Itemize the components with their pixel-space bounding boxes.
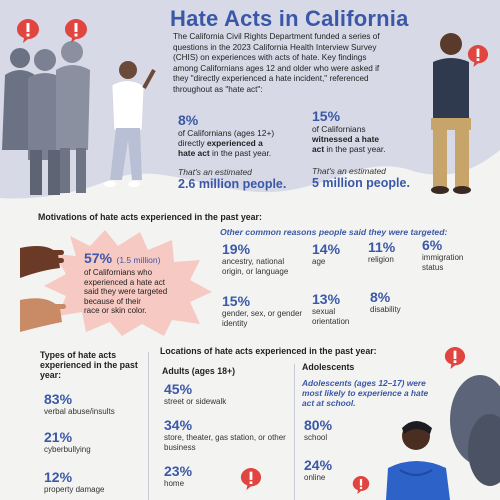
- location-item: 80% school: [304, 418, 332, 443]
- stat-line: in the past year.: [209, 148, 272, 158]
- crowd-illustration: [2, 41, 156, 195]
- alert-bubble-icon: [17, 19, 39, 43]
- types-title: Types of hate acts experienced in the pa…: [40, 350, 138, 380]
- estimate-value: 2.6 million people.: [178, 177, 287, 191]
- estimate-label: That's an estimated: [178, 167, 252, 177]
- reason-item: 19% ancestry, national origin, or langua…: [222, 242, 308, 276]
- location-item: 34% store, theater, gas station, or othe…: [164, 418, 294, 452]
- reason-pct: 8%: [370, 289, 391, 305]
- stat-line-bold: experienced a: [206, 138, 263, 148]
- reason-label: immigration status: [422, 253, 464, 272]
- race-stat-text: of Californians who experienced a hate a…: [84, 268, 204, 316]
- stat-line-bold: act: [312, 144, 325, 154]
- estimate-label: That's an estimated: [312, 166, 386, 176]
- reason-label: sexual orientation: [312, 307, 350, 326]
- type-item: 12% property damage: [44, 470, 104, 495]
- type-label: property damage: [44, 485, 105, 494]
- reason-pct: 13%: [312, 291, 341, 307]
- column-divider: [294, 364, 295, 500]
- stat-experienced: 8% of Californians (ages 12+) directly e…: [178, 112, 298, 191]
- location-item: 23% home: [164, 464, 294, 489]
- stat-line: in the past year.: [324, 144, 386, 154]
- reason-item: 8% disability: [370, 290, 426, 315]
- location-label: online: [304, 473, 326, 482]
- reason-label: ancestry, national origin, or language: [222, 257, 289, 276]
- type-item: 21% cyberbullying: [44, 430, 91, 455]
- alert-bubble-icon: [467, 45, 489, 67]
- reason-item: 14% age: [312, 242, 364, 267]
- text-line: experienced a hate act: [84, 277, 165, 287]
- intro-paragraph: The California Civil Rights Department f…: [173, 32, 380, 94]
- stat-text: of Californians witnessed a hate act in …: [312, 124, 432, 154]
- type-item: 83% verbal abuse/insults: [44, 392, 115, 417]
- reason-item: 11% religion: [368, 240, 420, 265]
- reason-pct: 14%: [312, 241, 341, 257]
- race-stat-pct: 57%: [84, 250, 113, 266]
- location-pct: 34%: [164, 417, 193, 433]
- adults-title: Adults (ages 18+): [162, 366, 236, 376]
- other-reasons-title: Other common reasons people said they we…: [220, 227, 448, 237]
- type-pct: 21%: [44, 429, 73, 445]
- reason-pct: 11%: [368, 239, 396, 255]
- stat-line: of Californians (ages 12+): [178, 128, 275, 138]
- location-pct: 45%: [164, 381, 193, 397]
- alert-bubble-icon: [444, 347, 466, 369]
- burst-shape: [44, 230, 212, 336]
- stat-line-bold: witnessed a hate: [312, 134, 380, 144]
- reason-pct: 15%: [222, 293, 251, 309]
- reason-item: 6% immigration status: [422, 238, 478, 272]
- witness-illustration: [431, 33, 471, 194]
- alert-bubble-icon: [65, 19, 87, 43]
- stat-line: of Californians: [312, 124, 366, 134]
- reason-item: 13% sexual orientation: [312, 292, 372, 326]
- type-pct: 83%: [44, 391, 73, 407]
- alert-bubble-icon: [240, 468, 262, 490]
- stat-pct: 8%: [178, 112, 199, 128]
- race-stat: 57% (1.5 million) of Californians who ex…: [84, 250, 204, 316]
- stat-witnessed: 15% of Californians witnessed a hate act…: [312, 108, 432, 190]
- location-pct: 80%: [304, 417, 333, 433]
- stat-pct: 15%: [312, 108, 341, 124]
- adolescents-note: Adolescents (ages 12–17) were most likel…: [302, 378, 429, 408]
- adolescents-title: Adolescents: [302, 362, 355, 372]
- location-label: school: [304, 433, 328, 442]
- location-pct: 24%: [304, 457, 333, 473]
- location-item: 24% online: [304, 458, 332, 483]
- hands-illustration: [20, 246, 66, 332]
- teen-illustration: [386, 375, 500, 500]
- reason-label: age: [312, 257, 326, 266]
- estimate-value: 5 million people.: [312, 176, 410, 190]
- type-label: verbal abuse/insults: [44, 407, 115, 416]
- stat-line-bold: hate act: [178, 148, 210, 158]
- location-label: street or sidewalk: [164, 397, 227, 406]
- stat-line: directly: [178, 138, 207, 148]
- reason-item: 15% gender, sex, or gender identity: [222, 294, 308, 328]
- location-label: store, theater, gas station, or other bu…: [164, 433, 286, 452]
- text-line: race or skin color.: [84, 306, 147, 315]
- alert-bubble-icon: [352, 476, 370, 494]
- stat-text: of Californians (ages 12+) directly expe…: [178, 128, 298, 158]
- text-line: because of their: [84, 296, 141, 306]
- location-label: home: [164, 479, 185, 488]
- reason-label: gender, sex, or gender identity: [222, 309, 303, 328]
- reason-label: religion: [368, 255, 394, 264]
- reason-pct: 6%: [422, 237, 443, 253]
- race-stat-extra: (1.5 million): [116, 255, 161, 265]
- location-pct: 23%: [164, 463, 193, 479]
- page-title: Hate Acts in California: [170, 6, 409, 31]
- type-pct: 12%: [44, 469, 73, 485]
- column-divider: [148, 352, 149, 500]
- text-line: of Californians who: [84, 268, 153, 277]
- motivations-title: Motivations of hate acts experienced in …: [38, 212, 262, 222]
- reason-pct: 19%: [222, 241, 251, 257]
- location-item: 45% street or sidewalk: [164, 382, 294, 407]
- text-line: said they were targeted: [84, 287, 168, 296]
- locations-title: Locations of hate acts experienced in th…: [160, 346, 377, 356]
- reason-label: disability: [370, 305, 401, 314]
- type-label: cyberbullying: [44, 445, 91, 454]
